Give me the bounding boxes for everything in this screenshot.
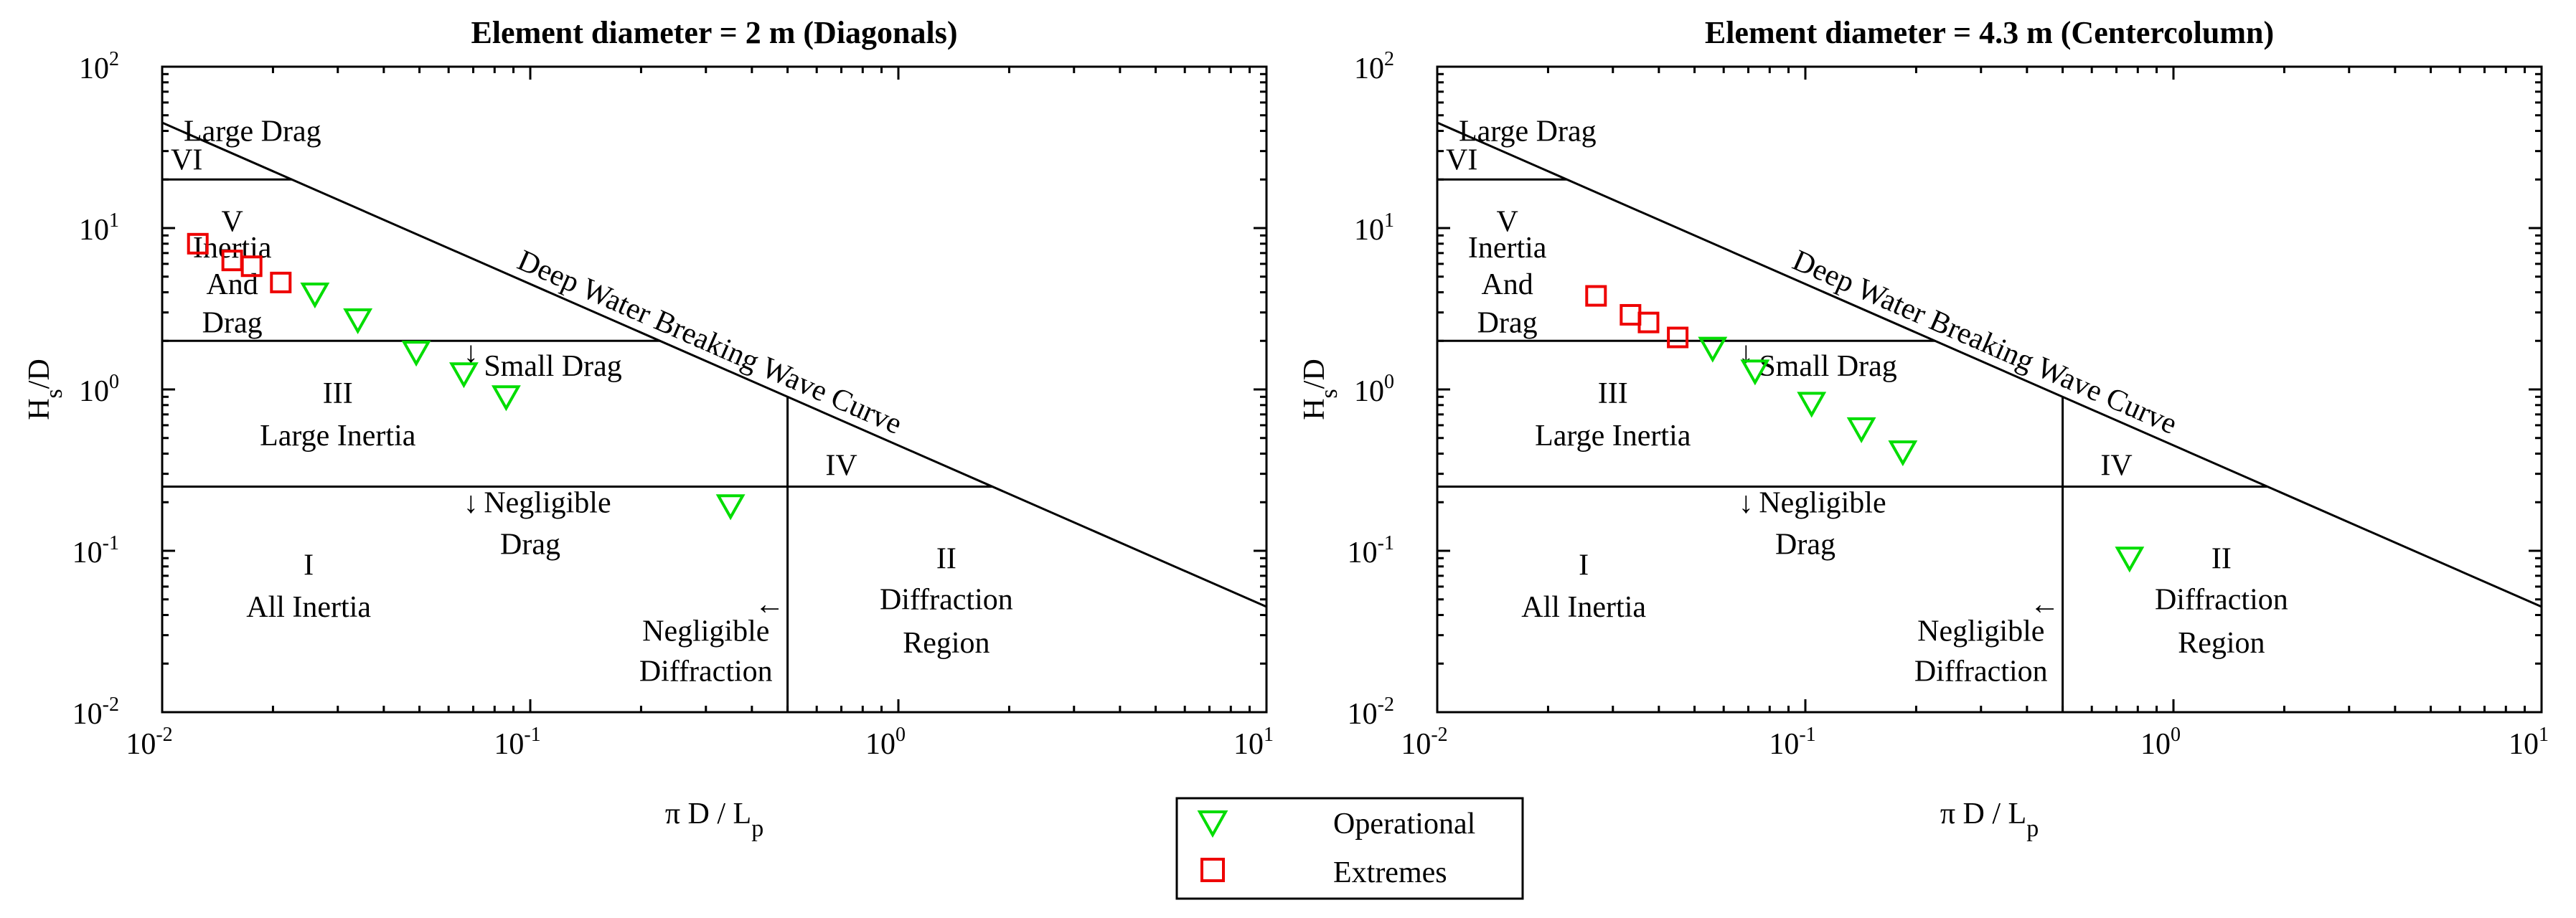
chart-panel-1: Element diameter = 2 m (Diagonals)10-2 10… — [23, 15, 1274, 842]
region-label-iv: IV — [825, 449, 857, 482]
legend: Operational Extremes — [1175, 797, 1524, 900]
y-tick-label: 101 — [1354, 209, 1394, 247]
x-tick-label: 10-1 — [1769, 724, 1815, 761]
region-label-region: Region — [903, 627, 989, 660]
region-label-iii: III — [323, 377, 353, 410]
region-label-inertia: Inertia — [1468, 232, 1547, 265]
y-axis-label: Hs/D — [23, 359, 67, 420]
operational-point — [1846, 417, 1876, 443]
x-tick-label: 101 — [1233, 724, 1274, 761]
region-label-iv: IV — [2100, 449, 2132, 482]
region-label-large-drag: Large Drag — [184, 115, 321, 148]
y-tick-label: 10-2 — [72, 694, 119, 731]
y-tick-label: 102 — [1354, 48, 1394, 85]
region-label-all-inertia: All Inertia — [246, 591, 371, 624]
region-label-vi: VI — [1446, 143, 1477, 176]
region-label-small-drag-arrow: ↓ — [464, 336, 479, 369]
region-label-v: V — [221, 206, 243, 239]
region-label-ii: II — [936, 542, 956, 575]
region-label-small-drag: Small Drag — [1759, 350, 1896, 383]
extremes-point — [240, 255, 263, 278]
x-tick-label: 10-1 — [494, 724, 540, 761]
operational-point — [715, 494, 746, 521]
operational-point — [491, 385, 521, 412]
extremes-point — [1667, 326, 1689, 349]
curve-label: Deep Water Breaking Wave Curve — [512, 244, 906, 441]
x-tick-label: 10-2 — [126, 724, 172, 761]
chart-title: Element diameter = 4.3 m (Centercolumn) — [1705, 15, 2274, 50]
breaking-wave-curve — [161, 121, 1267, 608]
region-label-negligible2: Negligible — [1917, 615, 2044, 648]
region-label-neg-drag-arrow: ↓ — [1739, 486, 1754, 519]
extremes-point — [1620, 303, 1642, 326]
y-tick-label: 101 — [79, 209, 119, 247]
region-label-ii: II — [2211, 542, 2232, 575]
region-label-neg-diff-arrow: ← — [755, 588, 785, 621]
operational-point — [2115, 546, 2145, 573]
y-axis-label: Hs/D — [1298, 359, 1343, 420]
region-label-diffraction2: Diffraction — [1914, 656, 2048, 688]
region-label-large-inertia: Large Inertia — [1535, 420, 1691, 453]
chart-title: Element diameter = 2 m (Diagonals) — [471, 15, 957, 50]
operational-point — [448, 362, 479, 389]
operational-point — [300, 283, 330, 309]
region-label-region: Region — [2178, 627, 2265, 660]
y-tick-label: 10-1 — [72, 532, 119, 569]
y-tick-label: 100 — [79, 371, 119, 408]
x-tick-label: 100 — [2140, 724, 2181, 761]
legend-operational-marker — [1197, 810, 1228, 838]
region-label-large-inertia: Large Inertia — [260, 420, 416, 453]
region-label-negligible: Negligible — [484, 486, 611, 519]
y-tick-label: 10-2 — [1348, 694, 1394, 731]
region-label-all-inertia: All Inertia — [1521, 591, 1646, 624]
breaking-wave-curve — [1437, 121, 2542, 608]
region-label-drag2: Drag — [1775, 529, 1835, 562]
x-tick-label: 100 — [865, 724, 906, 761]
y-tick-label: 10-1 — [1348, 532, 1394, 569]
extremes-point — [1585, 285, 1607, 307]
extremes-point — [187, 232, 209, 255]
operational-point — [401, 341, 431, 367]
region-label-diffraction: Diffraction — [880, 584, 1013, 617]
region-label-i: I — [1579, 549, 1589, 582]
chart-panel-2: Element diameter = 4.3 m (Centercolumn) 1… — [1298, 15, 2549, 842]
region-label-drag: Drag — [202, 307, 263, 340]
region-label-neg-drag-arrow: ↓ — [464, 486, 479, 519]
legend-box — [1175, 797, 1524, 900]
x-axis-label: π D / Lp — [1940, 798, 2039, 842]
region-label-vi: VI — [171, 143, 202, 176]
y-tick-label: 102 — [79, 48, 119, 85]
operational-point — [1888, 440, 1918, 467]
region-label-v: V — [1496, 206, 1518, 239]
legend-extremes-label: Extremes — [1333, 856, 1447, 889]
region-label-large-drag: Large Drag — [1459, 115, 1597, 148]
operational-point — [1740, 359, 1770, 386]
region-label-and: And — [206, 268, 258, 301]
region-label-small-drag: Small Drag — [484, 350, 621, 383]
y-tick-label: 100 — [1354, 371, 1394, 408]
x-axis-label: π D / Lp — [665, 798, 763, 842]
x-tick-label: 101 — [2509, 724, 2549, 761]
operational-point — [1698, 336, 1728, 363]
region-label-drag: Drag — [1477, 307, 1538, 340]
region-label-drag2: Drag — [500, 529, 560, 562]
region-label-diffraction2: Diffraction — [639, 656, 773, 688]
region-label-i: I — [304, 549, 314, 582]
region-label-iii: III — [1598, 377, 1628, 410]
operational-point — [343, 308, 373, 334]
region-label-diffraction: Diffraction — [2155, 584, 2288, 617]
curve-label: Deep Water Breaking Wave Curve — [1787, 244, 2181, 441]
legend-extremes-marker — [1200, 858, 1225, 882]
x-tick-label: 10-2 — [1401, 724, 1447, 761]
region-label-negligible2: Negligible — [642, 615, 769, 648]
region-label-and: And — [1481, 268, 1533, 301]
extremes-point — [1637, 311, 1660, 333]
legend-operational-label: Operational — [1333, 808, 1475, 841]
extremes-point — [270, 271, 292, 293]
region-label-neg-diff-arrow: ← — [2030, 588, 2060, 621]
operational-point — [1797, 392, 1827, 418]
region-label-negligible: Negligible — [1759, 486, 1886, 519]
